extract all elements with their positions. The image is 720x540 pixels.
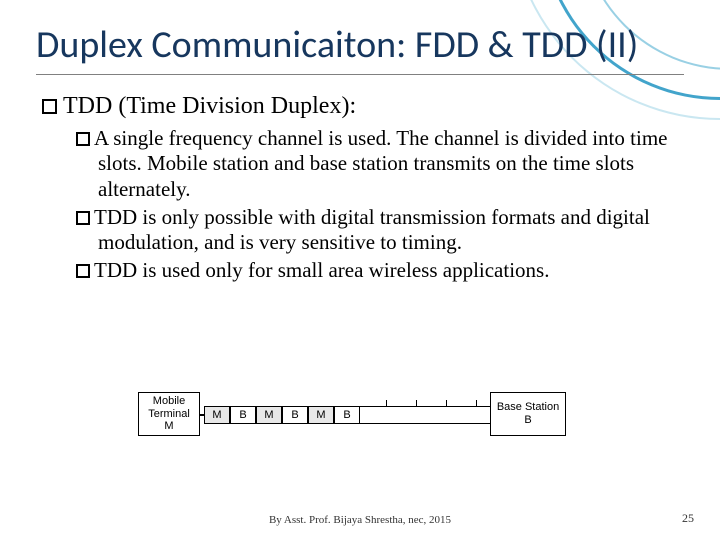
slot: B xyxy=(230,406,256,424)
bullet-icon xyxy=(42,99,57,114)
tdd-diagram: Mobile Terminal M M B M B M B Base Stati… xyxy=(138,376,558,452)
tick-mark xyxy=(446,400,447,406)
heading-tdd: TDD (Time Division Duplex): xyxy=(42,93,684,120)
time-slots: M B M B M B xyxy=(204,406,360,424)
slot: M xyxy=(308,406,334,424)
slot: M xyxy=(256,406,282,424)
mobile-terminal-box: Mobile Terminal M xyxy=(138,392,200,436)
base-station-box: Base Station B xyxy=(490,392,566,436)
title-underline xyxy=(36,74,684,75)
connector-line xyxy=(360,423,490,424)
connector-line xyxy=(360,406,490,407)
slide-title: Duplex Communicaiton: FDD & TDD (II) xyxy=(36,24,684,68)
slot: B xyxy=(334,406,360,424)
bullet-icon xyxy=(76,132,90,146)
tick-mark xyxy=(416,400,417,406)
page-number: 25 xyxy=(682,511,694,526)
footer-text: By Asst. Prof. Bijaya Shrestha, nec, 201… xyxy=(0,514,720,526)
tick-mark xyxy=(386,400,387,406)
tick-mark xyxy=(476,400,477,406)
bullet-item: TDD is only possible with digital transm… xyxy=(76,205,676,256)
bullet-item: A single frequency channel is used. The … xyxy=(76,126,676,203)
bullet-icon xyxy=(76,264,90,278)
slot: B xyxy=(282,406,308,424)
slide-content: Duplex Communicaiton: FDD & TDD (II) TDD… xyxy=(36,24,684,285)
slot: M xyxy=(204,406,230,424)
bullet-icon xyxy=(76,211,90,225)
bullet-item: TDD is used only for small area wireless… xyxy=(76,258,676,284)
